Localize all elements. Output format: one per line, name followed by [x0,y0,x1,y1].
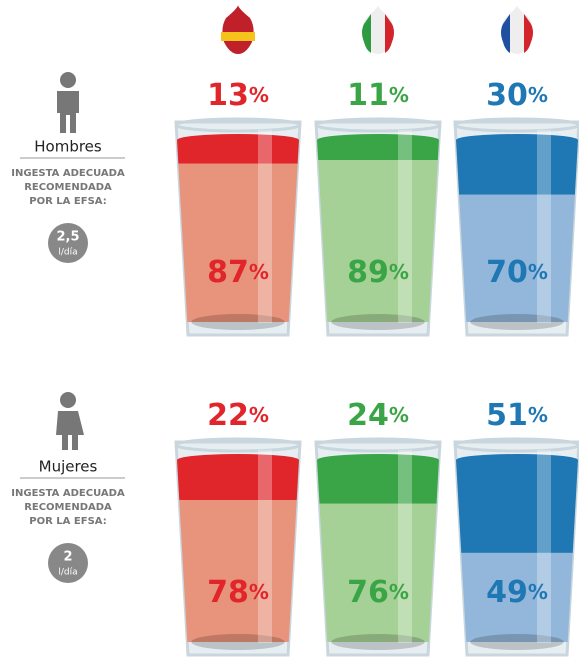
percent-sign: % [249,260,269,284]
intake-unit: l/día [58,568,77,578]
note-line: INGESTA ADECUADA [11,168,125,179]
percent-sign: % [528,83,548,107]
percent-sign: % [249,403,269,427]
top-value: 51 [486,398,528,433]
top-percent: 24% [347,398,409,433]
bottom-value: 87 [207,255,249,290]
note-line: RECOMENDADA [24,182,112,193]
intake-value: 2 [63,550,72,565]
liquid-bottom [179,500,296,642]
top-percent: 11% [347,78,409,113]
glass-highlight [537,450,551,643]
infographic: Hombres INGESTA ADECUADA RECOMENDADA POR LA… [0,0,579,662]
head [60,72,76,88]
flag-spain [221,5,255,54]
person-icon [57,72,79,133]
top-percent: 22% [207,398,269,433]
top-value: 22 [207,398,249,433]
percent-sign: % [389,260,409,284]
glass-highlight [258,130,272,323]
liquid-bottom [318,160,438,322]
top-value: 24 [347,398,389,433]
head [60,392,76,408]
percent-sign: % [528,580,548,604]
body [57,91,79,133]
liquid-surface [317,454,439,466]
glass-highlight [398,450,412,643]
percent-sign: % [389,83,409,107]
glass-highlight [258,450,272,643]
top-percent: 30% [486,78,548,113]
top-value: 30 [486,78,528,113]
percent-sign: % [528,260,548,284]
person-icon [56,392,84,450]
note-line: RECOMENDADA [24,502,112,513]
body [56,411,84,450]
percent-sign: % [528,403,548,427]
top-value: 13 [207,78,249,113]
flag-france [501,5,533,54]
intake-unit: l/día [58,248,77,258]
flag-italy [362,5,394,54]
bottom-value: 70 [486,255,528,290]
intake-value: 2,5 [56,230,79,245]
note-line: POR LA EFSA: [29,196,106,207]
liquid-top [177,460,299,500]
glass-highlight [398,130,412,323]
liquid-surface [456,454,578,466]
liquid-top [456,140,578,195]
bottom-value: 76 [347,575,389,610]
note-line: INGESTA ADECUADA [11,488,125,499]
bottom-value: 78 [207,575,249,610]
glass-highlight [537,130,551,323]
bottom-value: 49 [486,575,528,610]
liquid-bottom [178,164,297,322]
liquid-top [317,460,439,504]
row-label: Hombres [34,138,102,156]
bottom-value: 89 [347,255,389,290]
percent-sign: % [249,580,269,604]
top-percent: 13% [207,78,269,113]
percent-sign: % [389,403,409,427]
percent-sign: % [389,580,409,604]
top-percent: 51% [486,398,548,433]
liquid-bottom [319,504,436,642]
percent-sign: % [249,83,269,107]
top-value: 11 [347,78,389,113]
liquid-top [456,460,578,553]
liquid-surface [177,454,299,466]
row-label: Mujeres [39,458,98,476]
note-line: POR LA EFSA: [29,516,106,527]
liquid-surface [456,134,578,146]
liquid-surface [177,134,299,146]
liquid-surface [317,134,439,146]
